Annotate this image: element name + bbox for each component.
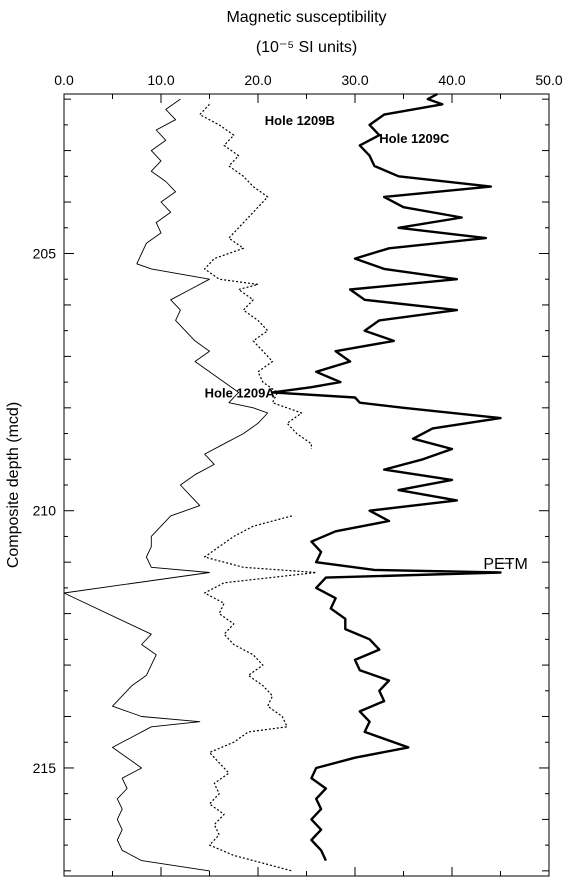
series-line-hole-1209a: [63, 98, 269, 872]
x-tick-label: 50.0: [535, 72, 562, 88]
x-tick-label: 30.0: [341, 72, 368, 88]
series-layer: [63, 92, 502, 872]
x-axis-units: (10⁻⁵ SI units): [256, 39, 357, 56]
x-axis-title: Magnetic susceptibility: [226, 9, 386, 26]
y-axis-title: Composite depth (mcd): [5, 402, 22, 568]
petm-label: PETM: [483, 556, 527, 573]
series-line-hole-1209b-lower-: [204, 515, 317, 872]
x-tick-label: 40.0: [438, 72, 465, 88]
y-tick-label: 215: [33, 760, 57, 776]
y-tick-label: 210: [33, 503, 57, 519]
series-label: Hole 1209C: [379, 131, 450, 146]
y-tick-label: 205: [33, 245, 57, 261]
plot-frame: [63, 93, 550, 877]
x-tick-label: 0.0: [54, 72, 74, 88]
series-line-hole-1209b: [199, 103, 312, 449]
series-label: Hole 1209A: [205, 386, 276, 401]
series-line-hole-1209c: [271, 92, 502, 862]
series-label: Hole 1209B: [265, 113, 335, 128]
axes: 0.0 10.0 20.0 30.0 40.0 50.0 205 210 215: [33, 72, 563, 877]
labels: Hole 1209A Hole 1209B Hole 1209C PETM: [205, 113, 528, 573]
x-tick-label: 20.0: [244, 72, 271, 88]
x-tick-label: 10.0: [147, 72, 174, 88]
